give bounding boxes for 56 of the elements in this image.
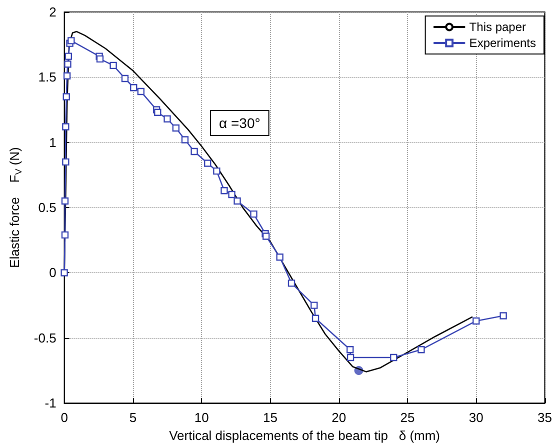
point bbox=[213, 167, 220, 175]
y-tick-label: 0.5 bbox=[38, 200, 56, 216]
point bbox=[68, 37, 75, 44]
y-tick-label: 1 bbox=[49, 134, 56, 150]
y-tick-label: -1 bbox=[44, 396, 56, 411]
point bbox=[61, 197, 69, 205]
point bbox=[500, 312, 507, 320]
point bbox=[63, 72, 71, 80]
point bbox=[346, 354, 354, 362]
point bbox=[234, 197, 241, 205]
point bbox=[288, 280, 296, 287]
x-tick-label: 25 bbox=[400, 410, 415, 426]
point bbox=[172, 124, 180, 132]
point bbox=[64, 52, 72, 60]
y-tick-label: 0 bbox=[49, 265, 56, 280]
point bbox=[110, 62, 117, 70]
point bbox=[64, 60, 72, 68]
point bbox=[418, 346, 425, 354]
point bbox=[204, 160, 212, 167]
point bbox=[62, 123, 70, 130]
x-tick-label: 20 bbox=[332, 410, 346, 426]
point bbox=[62, 93, 70, 100]
point bbox=[181, 136, 189, 144]
y-tick-label: 1.5 bbox=[38, 70, 56, 85]
x-tick-label: 0 bbox=[60, 410, 68, 426]
point bbox=[228, 190, 236, 198]
point bbox=[262, 232, 270, 240]
x-tick-label: 30 bbox=[468, 410, 484, 426]
point bbox=[276, 253, 284, 261]
point bbox=[121, 74, 129, 82]
point bbox=[61, 231, 69, 239]
point bbox=[310, 302, 318, 309]
x-tick-label: 5 bbox=[129, 410, 137, 426]
legend-label: This paper bbox=[469, 20, 526, 34]
y-tick-label: 2 bbox=[49, 4, 56, 20]
legend-label: Experiments bbox=[469, 36, 536, 50]
point bbox=[312, 314, 320, 322]
point bbox=[346, 346, 354, 354]
point bbox=[164, 115, 171, 122]
point bbox=[472, 317, 480, 325]
annotation: α =30° bbox=[219, 115, 260, 131]
point bbox=[96, 55, 104, 63]
point bbox=[62, 158, 70, 166]
point bbox=[220, 187, 228, 194]
x-tick-label: 10 bbox=[194, 410, 209, 426]
x-axis-title: Vertical displacements of the beam tip δ (mm) bbox=[169, 428, 440, 443]
point bbox=[390, 354, 398, 362]
point bbox=[154, 108, 162, 116]
x-tick-label: 35 bbox=[538, 410, 552, 426]
y-tick-label: -0.5 bbox=[34, 330, 56, 346]
point bbox=[190, 148, 198, 156]
point bbox=[250, 210, 258, 218]
point bbox=[130, 84, 138, 92]
x-tick-label: 15 bbox=[262, 410, 278, 426]
point bbox=[137, 88, 144, 96]
y-axis-title: Elastic force FV (N) bbox=[7, 147, 24, 268]
